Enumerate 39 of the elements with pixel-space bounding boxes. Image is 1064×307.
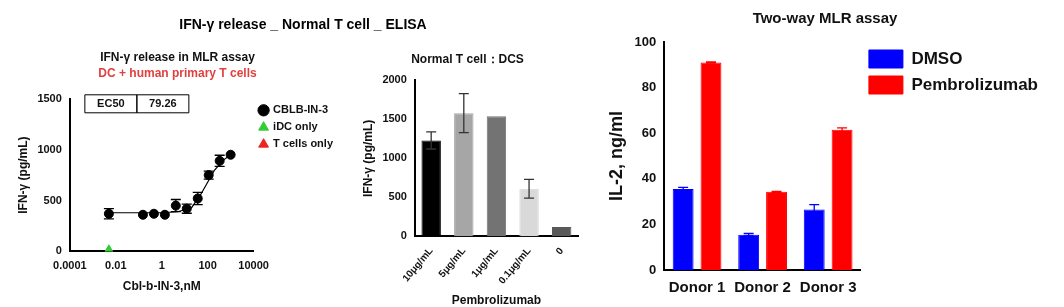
x-tick-label: Donor 2	[734, 278, 791, 296]
x-tick-label: 10000	[238, 259, 269, 272]
y-tick-label: 500	[43, 193, 62, 206]
x-tick-label: 0.01	[105, 259, 127, 272]
y-tick-label: 1500	[37, 91, 62, 104]
y-tick-label: 0	[400, 229, 407, 242]
x-tick-label: 0	[553, 244, 566, 257]
y-tick-label: 60	[641, 124, 657, 140]
x-tick-label: Donor 3	[799, 278, 857, 296]
x-tick-label: 0.0001	[53, 259, 87, 272]
legend-label: Pembrolizumab	[911, 74, 1039, 94]
legend-label: T cells only	[273, 137, 334, 150]
y-tick-label: 1000	[37, 142, 62, 155]
y-axis-title: IL-2, ng/ml	[605, 111, 626, 201]
y-tick-label: 80	[641, 79, 657, 95]
legend-label: CBLB-IN-3	[273, 103, 329, 116]
chart-title: Two-way MLR assay	[752, 9, 899, 27]
y-tick-label: 20	[641, 215, 657, 231]
x-tick-label: Donor 1	[668, 278, 726, 296]
y-axis-title: IFN-γ (pg/mL)	[360, 119, 375, 197]
y-axis-title: IFN-γ (pg/mL)	[15, 136, 30, 214]
legend-label: DMSO	[911, 48, 963, 68]
x-axis-title: Pembrolizumab	[451, 293, 542, 307]
y-tick-label: 500	[388, 190, 407, 203]
annotation: EC50	[97, 96, 125, 109]
chart-title: Normal T cell：DCS	[411, 51, 524, 66]
chart-title: IFN-γ release in MLR assay	[100, 49, 256, 64]
chart-subtitle: DC + human primary T cells	[98, 65, 258, 80]
x-tick-label: 1	[158, 259, 165, 272]
legend-label: iDC only	[273, 120, 319, 133]
y-tick-label: 1500	[382, 112, 407, 125]
y-tick-label: 1000	[382, 151, 407, 164]
x-tick-label: 100	[198, 259, 217, 272]
y-tick-label: 100	[634, 33, 657, 49]
y-tick-label: 40	[641, 170, 657, 186]
x-axis-title: Cbl-b-IN-3,nM	[122, 279, 201, 294]
y-tick-label: 2000	[382, 73, 407, 86]
text: IFN-γ release _ Normal T cell _ ELISA	[178, 16, 428, 32]
annotation: 79.26	[149, 96, 177, 109]
